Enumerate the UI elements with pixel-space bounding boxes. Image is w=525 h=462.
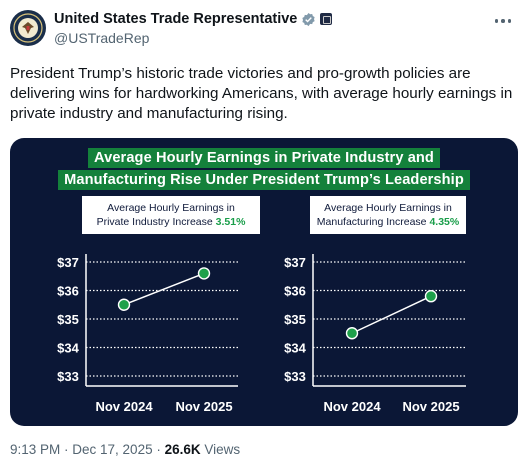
chart-title-right-line2: Manufacturing Increase 4.35%	[316, 216, 460, 228]
chart-title-left-line2: Private Industry Increase 3.51%	[96, 216, 246, 228]
x-tick-label: Nov 2025	[175, 399, 232, 414]
more-options-icon[interactable]	[493, 14, 513, 28]
chart-pct-left: 3.51%	[215, 216, 246, 228]
verified-badge-icon	[302, 12, 315, 26]
y-tick-label: $33	[57, 369, 79, 384]
y-tick-label: $37	[284, 255, 306, 270]
chart-pct-right: 4.35%	[429, 216, 460, 228]
data-point	[424, 289, 438, 303]
graphic-title-row-1: Average Hourly Earnings in Private Indus…	[10, 148, 518, 168]
graphic-title-line-2: Manufacturing Rise Under President Trump…	[58, 170, 470, 190]
data-point	[345, 327, 359, 340]
x-tick-label: Nov 2025	[402, 399, 459, 414]
y-tick-label: $33	[284, 369, 306, 384]
y-tick-label: $34	[57, 341, 79, 356]
data-point	[197, 267, 211, 280]
x-tick-label: Nov 2024	[95, 399, 153, 414]
media-graphic[interactable]: Average Hourly Earnings in Private Indus…	[10, 138, 518, 426]
chart-title-right-line1: Average Hourly Earnings in	[324, 202, 452, 214]
y-tick-label: $34	[284, 341, 306, 356]
data-point	[117, 298, 131, 311]
y-tick-label: $36	[57, 284, 79, 299]
series-line	[351, 295, 432, 334]
timestamp[interactable]: 9:13 PM · Dec 17, 2025 ·	[10, 442, 165, 457]
charts-canvas: $37 $36 $35 $34 $33 Nov 2024 Nov 2025 $37 $36 $35…	[57, 254, 466, 414]
handle[interactable]: @USTradeRep	[54, 30, 150, 46]
tweet-footer: 9:13 PM · Dec 17, 2025 · 26.6K Views	[10, 442, 240, 457]
y-tick-label: $37	[57, 255, 79, 270]
views-label: Views	[200, 442, 241, 457]
chart-title-box-left: Average Hourly Earnings in Private Indus…	[82, 196, 260, 234]
y-tick-label: $35	[284, 312, 306, 327]
graphic-title-line-1: Average Hourly Earnings in Private Indus…	[88, 148, 440, 168]
chart-title-left-line1: Average Hourly Earnings in	[107, 202, 235, 214]
tweet-header: United States Trade Representative @USTr…	[10, 10, 515, 50]
y-tick-label: $35	[57, 312, 79, 327]
government-flag-icon	[320, 13, 333, 25]
views-count: 26.6K	[164, 442, 201, 457]
x-tick-label: Nov 2024	[323, 399, 381, 414]
display-name[interactable]: United States Trade Representative	[54, 11, 298, 27]
tweet-text: President Trump’s historic trade victori…	[10, 65, 513, 122]
chart-title-box-right: Average Hourly Earnings in Manufacturing…	[310, 196, 466, 234]
avatar[interactable]	[10, 10, 46, 46]
seal-icon	[11, 11, 45, 45]
name-row: United States Trade Representative	[54, 11, 333, 27]
series-line	[123, 272, 205, 306]
y-tick-label: $36	[284, 284, 306, 299]
graphic-title-row-2: Manufacturing Rise Under President Trump…	[10, 170, 518, 190]
